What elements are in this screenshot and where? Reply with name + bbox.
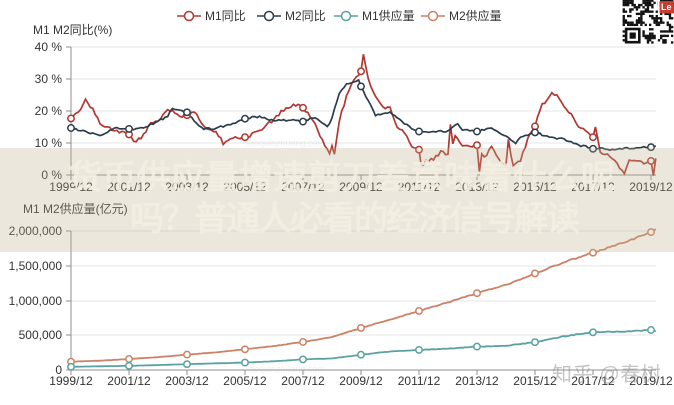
svg-text:2007/12: 2007/12 [281,374,325,388]
svg-text:10 %: 10 % [35,136,63,150]
svg-text:0: 0 [55,363,62,377]
svg-text:M1 M2同比(%): M1 M2同比(%) [33,23,112,37]
svg-text:2009/12: 2009/12 [339,374,383,388]
svg-text:2005/12: 2005/12 [223,374,267,388]
svg-text:2001/12: 2001/12 [107,180,151,194]
svg-text:1,000,000: 1,000,000 [9,294,63,308]
svg-text:M2供应量: M2供应量 [449,8,502,23]
svg-text:2013/12: 2013/12 [455,374,499,388]
svg-text:2017/12: 2017/12 [571,180,615,194]
svg-text:40 %: 40 % [35,40,63,54]
svg-text:吗？普通人必看的经济信号解读: 吗？普通人必看的经济信号解读 [130,200,580,238]
svg-text:500,000: 500,000 [19,328,63,342]
svg-text:2001/12: 2001/12 [107,374,151,388]
svg-text:1999/12: 1999/12 [49,180,93,194]
svg-text:M1供应量: M1供应量 [362,8,415,23]
svg-text:货币供应量增速剪刀差意味着什么呢: 货币供应量增速剪刀差意味着什么呢 [68,159,615,197]
svg-text:laoqianzhuang.com: laoqianzhuang.com [247,364,325,374]
svg-text:M1同比: M1同比 [205,9,246,23]
svg-text:1999/12: 1999/12 [49,374,93,388]
svg-text:2007/12: 2007/12 [281,180,325,194]
svg-text:2011/12: 2011/12 [398,180,441,194]
svg-text:知乎 @春树: 知乎 @春树 [552,363,661,386]
svg-text:M2同比: M2同比 [285,9,326,23]
svg-text:20 %: 20 % [35,104,63,118]
svg-text:Le: Le [661,2,672,12]
svg-text:2003/12: 2003/12 [165,374,209,388]
svg-text:2003/12: 2003/12 [165,180,209,194]
svg-text:2019/12: 2019/12 [629,180,673,194]
svg-text:M1 M2供应量(亿元): M1 M2供应量(亿元) [23,201,128,216]
svg-text:2017/12: 2017/12 [571,374,615,388]
svg-text:1,500,000: 1,500,000 [9,259,63,273]
svg-text:2015/12: 2015/12 [513,180,557,194]
svg-text:0 %: 0 % [41,168,62,182]
svg-text:2005/12: 2005/12 [223,180,267,194]
svg-text:2013/12: 2013/12 [455,180,499,194]
svg-text:2011/12: 2011/12 [398,374,441,388]
svg-text:2009/12: 2009/12 [339,180,383,194]
svg-text:2019/12: 2019/12 [629,374,673,388]
svg-text:30 %: 30 % [35,72,63,86]
svg-text:laoqianzhuang.com: laoqianzhuang.com [247,138,325,148]
svg-text:2015/12: 2015/12 [513,374,557,388]
svg-text:2,000,000: 2,000,000 [9,224,63,238]
